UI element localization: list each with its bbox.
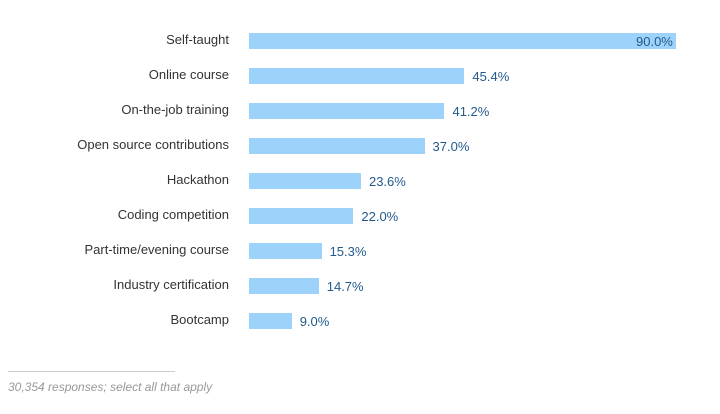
value-label: 90.0%: [636, 34, 673, 49]
category-label: Bootcamp: [170, 312, 229, 327]
value-label: 22.0%: [361, 209, 399, 224]
value-label: 9.0%: [299, 314, 330, 329]
value-label: 45.4%: [472, 69, 510, 84]
bar: [249, 33, 676, 49]
bar: [249, 243, 322, 259]
bar: [249, 313, 292, 329]
category-label: Open source contributions: [77, 137, 229, 152]
bar-chart: Self-taught 90.0% Online course 45.4% On-the…: [77, 32, 676, 329]
category-label: Self-taught: [166, 32, 229, 47]
category-label: Online course: [148, 67, 229, 82]
category-label: Part-time/evening course: [84, 242, 229, 257]
category-label: Coding competition: [117, 207, 229, 222]
bar: [249, 68, 465, 84]
bar: [249, 208, 354, 224]
bar: [249, 278, 319, 294]
value-label: 15.3%: [329, 244, 367, 259]
value-label: 37.0%: [432, 139, 470, 154]
category-label: On-the-job training: [121, 102, 229, 117]
category-label: Industry certification: [113, 277, 229, 292]
category-label: Hackathon: [166, 172, 229, 187]
value-label: 23.6%: [368, 174, 406, 189]
bar: [249, 138, 425, 154]
footnote-divider: [8, 371, 175, 372]
bar: [249, 173, 361, 189]
value-label: 41.2%: [452, 104, 490, 119]
value-label: 14.7%: [326, 279, 364, 294]
bar: [249, 103, 445, 119]
footnote: 30,354 responses; select all that apply: [8, 380, 213, 394]
